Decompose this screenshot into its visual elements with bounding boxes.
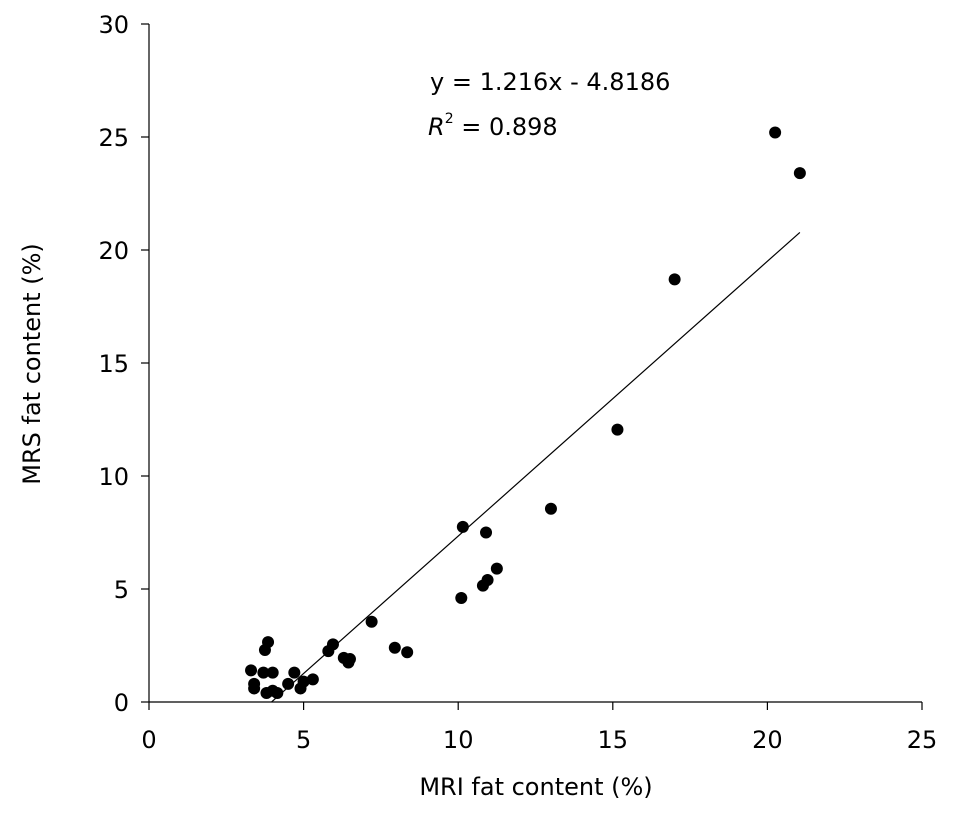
r-squared-exponent: 2 bbox=[445, 111, 454, 127]
x-tick-label: 25 bbox=[907, 726, 938, 754]
x-axis-label: MRI fat content (%) bbox=[419, 773, 652, 801]
data-point bbox=[262, 636, 275, 649]
x-tick-label: 15 bbox=[598, 726, 629, 754]
data-point bbox=[282, 677, 295, 690]
trendline bbox=[271, 231, 801, 703]
x-tick-label: 0 bbox=[141, 726, 156, 754]
y-tick-label: 0 bbox=[114, 689, 129, 717]
data-point bbox=[769, 126, 782, 139]
data-point bbox=[455, 592, 468, 605]
y-axis-ticks: 0 5 10 15 20 25 30 bbox=[98, 11, 149, 717]
data-point bbox=[306, 673, 319, 686]
data-point bbox=[668, 273, 681, 286]
data-point bbox=[271, 686, 284, 699]
y-tick-label: 15 bbox=[98, 350, 129, 378]
data-point bbox=[544, 502, 557, 515]
r-squared-symbol: R bbox=[428, 113, 445, 141]
y-tick-label: 30 bbox=[98, 11, 129, 39]
data-point bbox=[245, 664, 258, 677]
data-point bbox=[266, 666, 279, 679]
x-tick-label: 5 bbox=[296, 726, 311, 754]
data-point bbox=[490, 562, 503, 575]
regression-equation: y = 1.216x - 4.8186 bbox=[430, 68, 670, 96]
x-axis-ticks: 0 5 10 15 20 25 bbox=[141, 702, 937, 754]
r-squared-annotation: R2 = 0.898 bbox=[428, 111, 558, 141]
data-point bbox=[611, 423, 624, 436]
data-point bbox=[343, 653, 356, 666]
x-tick-label: 10 bbox=[443, 726, 474, 754]
data-point bbox=[365, 615, 378, 628]
data-point bbox=[793, 167, 806, 180]
y-tick-label: 20 bbox=[98, 237, 129, 265]
data-point bbox=[388, 641, 401, 654]
data-point bbox=[456, 520, 469, 533]
data-point bbox=[481, 573, 494, 586]
data-point bbox=[257, 666, 270, 679]
data-point bbox=[248, 682, 261, 695]
y-tick-label: 5 bbox=[114, 576, 129, 604]
data-point bbox=[480, 526, 493, 539]
y-tick-label: 10 bbox=[98, 463, 129, 491]
y-axis-label: MRS fat content (%) bbox=[18, 243, 46, 485]
data-points bbox=[245, 126, 806, 699]
data-point bbox=[401, 646, 414, 659]
r-squared-value: = 0.898 bbox=[454, 113, 558, 141]
data-point bbox=[288, 666, 301, 679]
data-point bbox=[326, 638, 339, 651]
x-tick-label: 20 bbox=[752, 726, 783, 754]
data-point bbox=[297, 675, 310, 688]
y-tick-label: 25 bbox=[98, 124, 129, 152]
